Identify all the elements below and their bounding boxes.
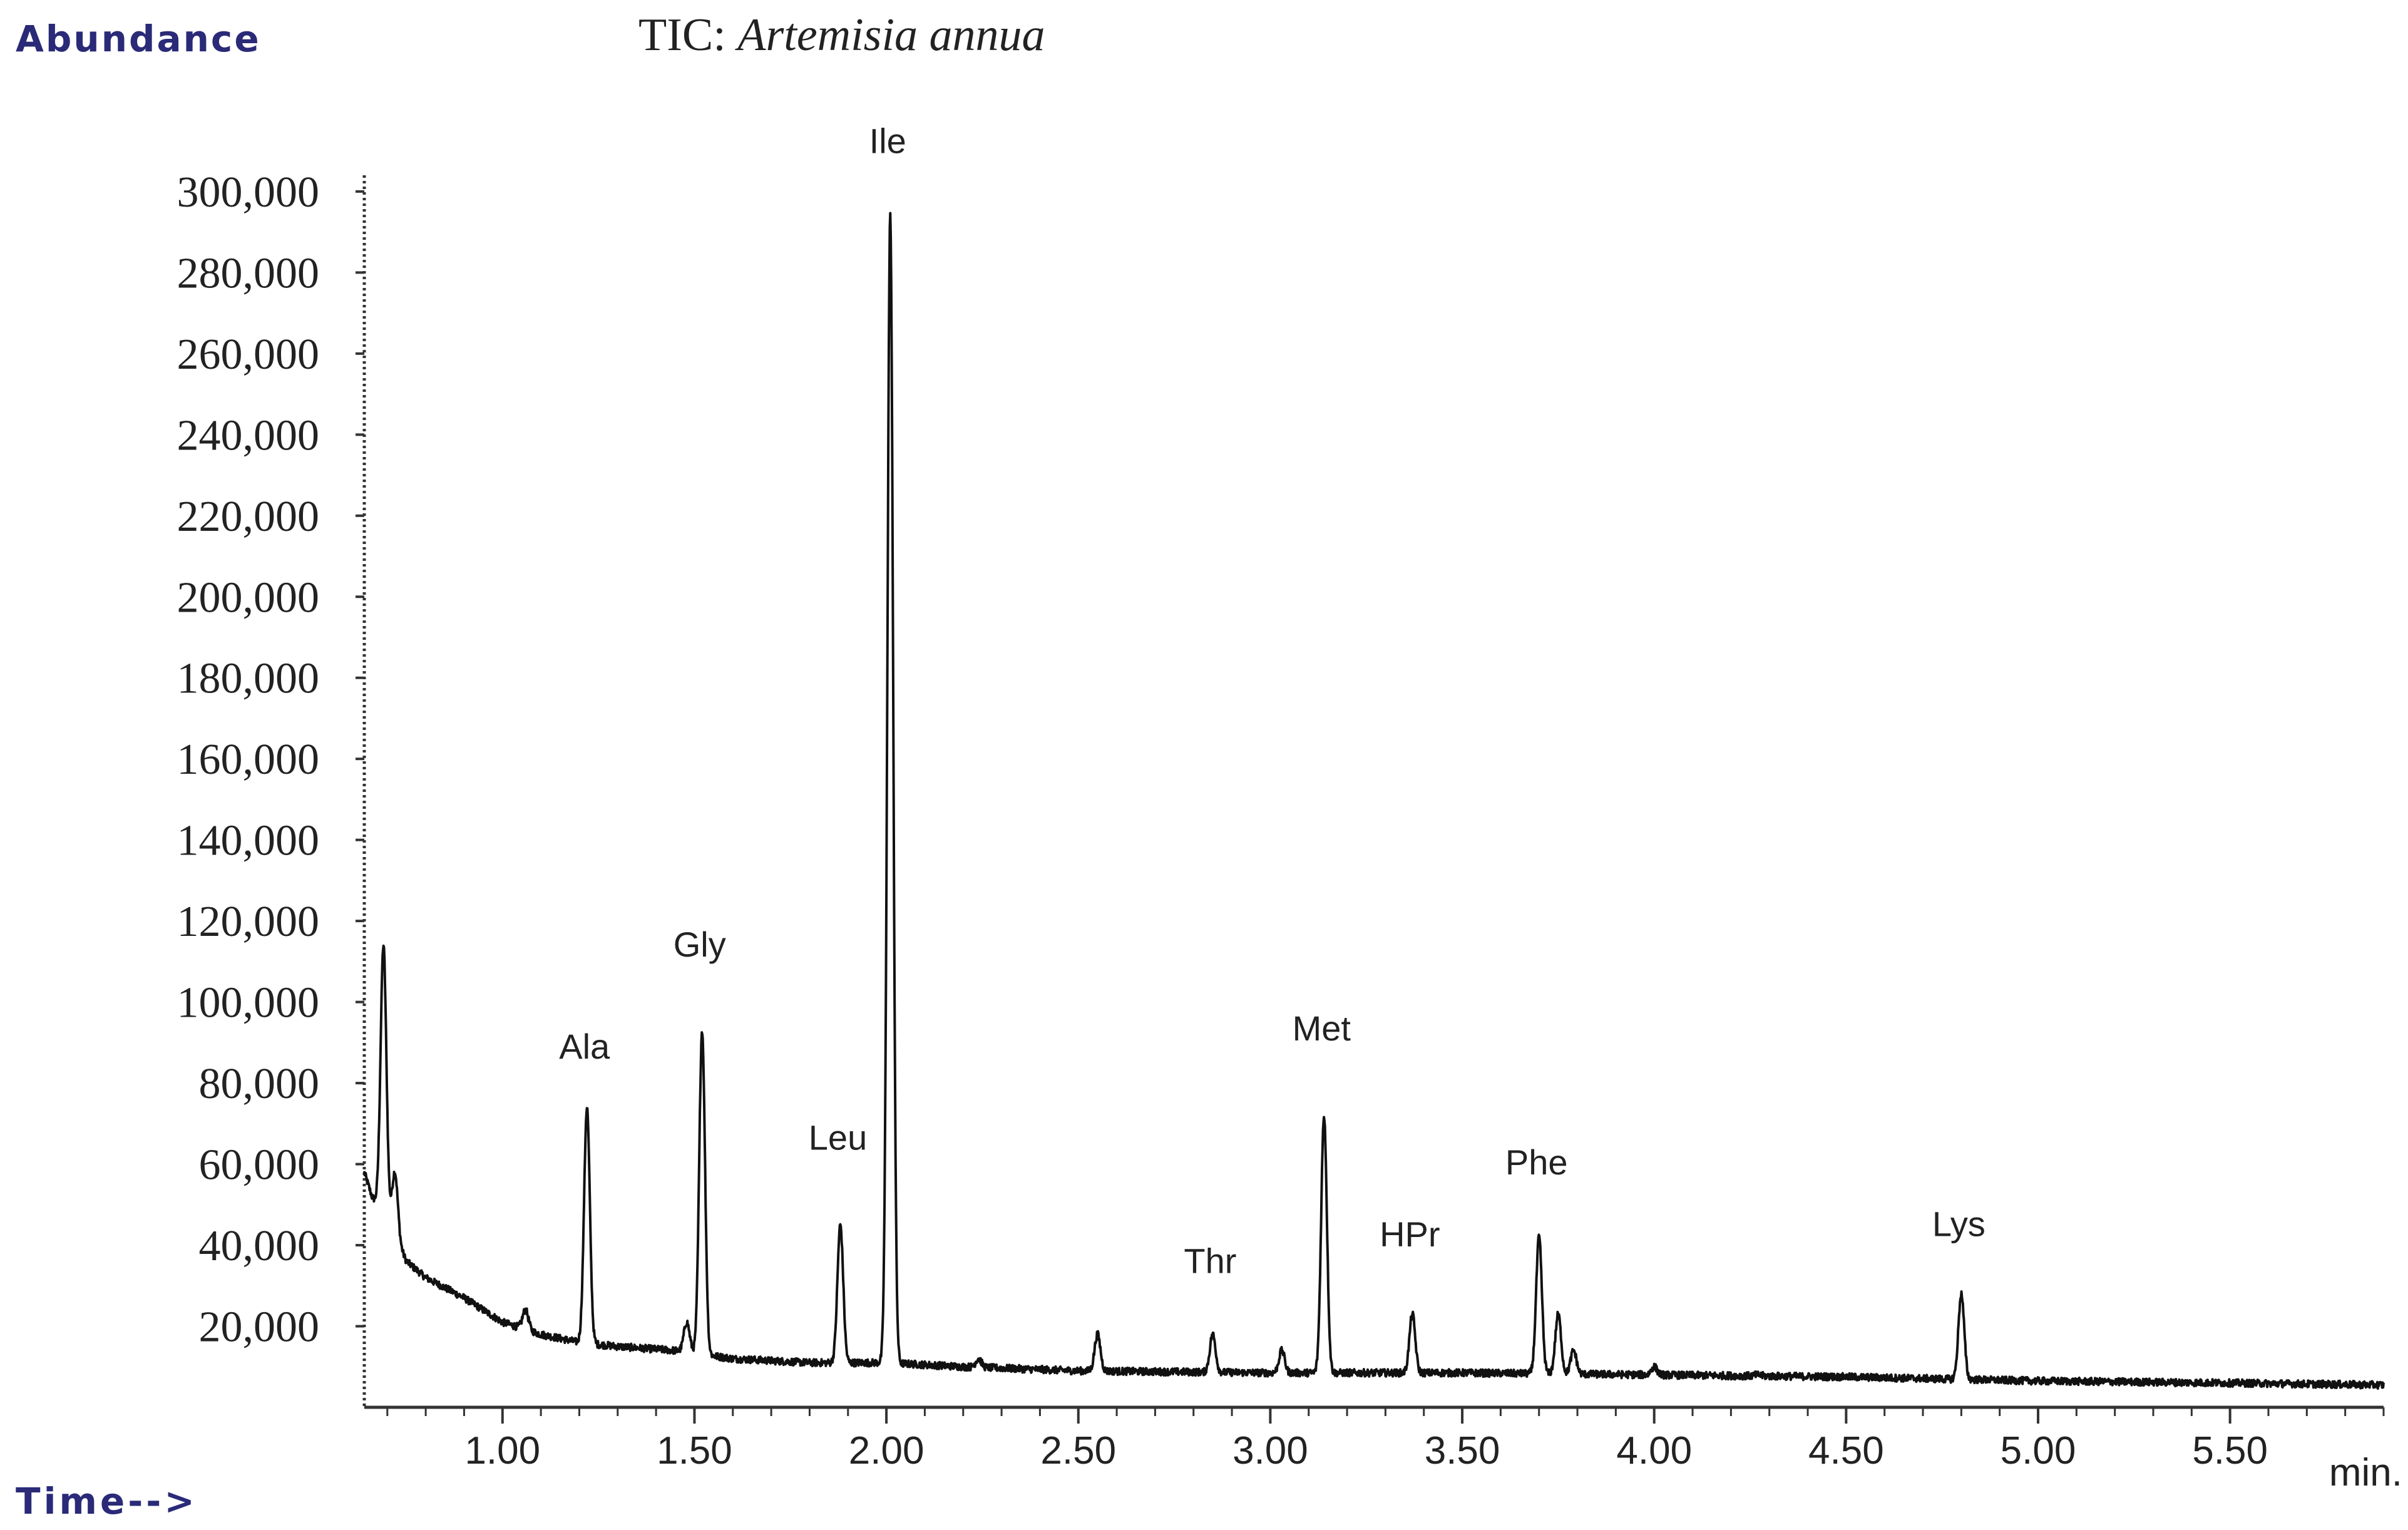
y-tick-label: 120,000 [177,898,320,946]
y-tick-label: 180,000 [177,655,320,703]
y-tick-label: 140,000 [177,817,320,865]
y-tick-label: 240,000 [177,411,320,460]
peak-label-phe: Phe [1505,1142,1568,1182]
peak-label-met: Met [1293,1009,1351,1048]
x-unit-label: min. [2329,1451,2402,1494]
y-tick-label: 300,000 [177,168,320,217]
x-tick-label: 5.00 [2001,1429,2076,1472]
y-tick-label: 40,000 [199,1222,320,1270]
chart-title: TIC: Artemisia annua [638,9,1045,61]
y-tick-label: 220,000 [177,493,320,541]
peak-label-ala: Ala [559,1027,610,1066]
x-axis-corner-label: Time--> [16,1480,198,1522]
x-tick-label: 1.50 [657,1429,732,1472]
y-tick-label: 20,000 [199,1303,320,1352]
x-tick-label: 4.00 [1616,1429,1692,1472]
peak-label-gly: Gly [674,925,726,964]
x-tick-label: 2.50 [1040,1429,1116,1472]
y-tick-label: 80,000 [199,1060,320,1108]
peak-label-lys: Lys [1932,1204,1985,1244]
x-tick-label: 3.00 [1232,1429,1308,1472]
y-tick-label: 100,000 [177,979,320,1027]
y-tick-label: 200,000 [177,573,320,622]
x-tick-label: 1.00 [464,1429,540,1472]
title-prefix: TIC: [638,9,737,61]
plot-area: 20,000 40,000 60,000 80,000 100,000 120,000 14… [177,121,2403,1494]
title-species: Artemisia annua [734,9,1045,61]
peak-label-thr: Thr [1184,1241,1236,1280]
y-axis-corner-label: Abundance [16,18,261,60]
peak-label-ile: Ile [869,121,906,161]
peak-label-leu: Leu [809,1118,867,1158]
y-tick-label: 280,000 [177,249,320,297]
x-tick-label: 3.50 [1425,1429,1500,1472]
tic-trace [363,212,2385,1390]
x-tick-label: 2.00 [849,1429,925,1472]
x-tick-label: 4.50 [1808,1429,1884,1472]
y-tick-label: 160,000 [177,736,320,784]
y-tick-label: 60,000 [199,1141,320,1189]
x-tick-label: 5.50 [2192,1429,2268,1472]
y-tick-label: 260,000 [177,331,320,379]
peak-label-hpr: HPr [1380,1214,1440,1254]
